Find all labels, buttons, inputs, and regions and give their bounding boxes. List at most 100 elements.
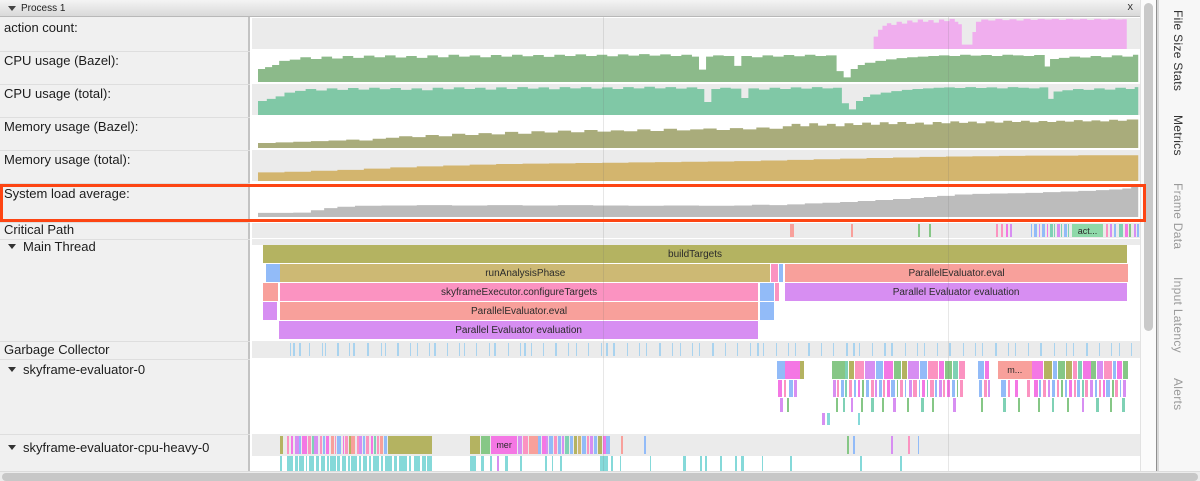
slice-bar[interactable] <box>597 436 602 454</box>
slice-bar[interactable] <box>446 343 449 356</box>
slice-bar[interactable] <box>878 380 882 397</box>
slice-bar[interactable] <box>1110 398 1112 412</box>
slice-bar[interactable] <box>549 436 554 454</box>
slice-bar[interactable] <box>562 436 565 454</box>
slice-bar[interactable] <box>762 343 764 356</box>
slice-bar[interactable] <box>362 456 368 471</box>
slice-bar[interactable] <box>1018 398 1021 412</box>
slice-bar[interactable] <box>789 456 792 471</box>
slice-bar[interactable] <box>475 343 478 356</box>
slice-bar[interactable] <box>1005 224 1008 237</box>
slice-bar[interactable] <box>920 361 928 379</box>
slice-bar[interactable] <box>1072 343 1075 356</box>
slice-bar[interactable] <box>359 436 363 454</box>
slice-bar[interactable] <box>299 436 302 454</box>
slice-bar[interactable] <box>779 264 783 282</box>
track-label-gc[interactable]: Garbage Collector <box>4 342 110 357</box>
slice-bar[interactable] <box>847 436 849 454</box>
slice-bar[interactable] <box>833 343 835 356</box>
slice-bar[interactable] <box>1000 224 1004 237</box>
slice-bar[interactable] <box>1098 343 1100 356</box>
slice-bar[interactable] <box>952 380 955 397</box>
slice-bar[interactable] <box>1089 380 1094 397</box>
slice-bar[interactable] <box>1133 224 1137 237</box>
slice-bar[interactable] <box>542 436 546 454</box>
slice-bar[interactable] <box>489 456 492 471</box>
evaluator0-row-2[interactable] <box>252 398 1140 412</box>
slice-bar[interactable] <box>330 456 336 471</box>
slice-bar[interactable] <box>837 380 840 397</box>
slice-bar[interactable] <box>1103 361 1112 379</box>
slice-bar[interactable] <box>559 456 563 471</box>
slice-bar[interactable] <box>845 380 848 397</box>
slice-bar[interactable] <box>377 436 379 454</box>
slice-bar[interactable] <box>1114 224 1117 237</box>
slice-bar[interactable] <box>1065 380 1067 397</box>
slice-bar[interactable] <box>380 456 384 471</box>
slice-bar[interactable] <box>855 361 864 379</box>
slice-bar[interactable] <box>497 456 499 471</box>
slice-bar[interactable] <box>785 361 800 379</box>
slice-bar[interactable] <box>953 361 959 379</box>
slice-bar[interactable] <box>613 343 615 356</box>
slice-bar[interactable] <box>783 380 787 397</box>
slice-bar[interactable] <box>367 343 369 356</box>
slice-bar[interactable] <box>1038 224 1041 237</box>
slice-bar[interactable] <box>1123 380 1126 397</box>
tab-alerts[interactable]: Alerts <box>1171 378 1185 411</box>
track-label-critical-path[interactable]: Critical Path <box>4 222 75 237</box>
slice-bar[interactable] <box>314 436 318 454</box>
slice-bar[interactable] <box>788 380 794 397</box>
slice-bar[interactable] <box>429 343 431 356</box>
slice-bar[interactable] <box>1122 398 1125 412</box>
slice-bar[interactable] <box>1085 380 1088 397</box>
slice-bar[interactable] <box>761 456 764 471</box>
slice-bar[interactable] <box>904 380 907 397</box>
slice-bar[interactable] <box>1065 361 1073 379</box>
slice-bar[interactable] <box>528 436 538 454</box>
slice-bar[interactable] <box>841 380 844 397</box>
evaluator0-row-3[interactable] <box>252 413 1140 425</box>
slice-bar[interactable] <box>1111 380 1114 397</box>
slice-bar[interactable] <box>295 436 299 454</box>
slice-bar[interactable] <box>494 343 496 356</box>
cpu-heavy-row-1[interactable] <box>252 456 1140 471</box>
slice-bar[interactable] <box>691 343 694 356</box>
slice-bar[interactable] <box>567 343 569 356</box>
slice-parallelevaluator-eval[interactable]: ParallelEvaluator.eval <box>280 302 759 320</box>
slice-bar[interactable] <box>372 456 379 471</box>
slice-bar[interactable] <box>1027 343 1030 356</box>
slice-bar[interactable] <box>326 456 329 471</box>
slice-bar[interactable] <box>883 380 886 397</box>
track-label-mem-bazel[interactable]: Memory usage (Bazel): <box>4 119 139 134</box>
slice-bar[interactable] <box>1067 224 1070 237</box>
slice-bar[interactable] <box>649 456 652 471</box>
slice-bar[interactable] <box>1060 224 1063 237</box>
slice-bar[interactable] <box>573 436 578 454</box>
counter-track-cpu-total[interactable] <box>252 84 1140 115</box>
slice-bar[interactable] <box>908 380 912 397</box>
slice-bar[interactable] <box>659 343 661 356</box>
slice-bar[interactable] <box>1060 380 1064 397</box>
slice-bar[interactable] <box>699 456 702 471</box>
slice-bar[interactable] <box>891 343 893 356</box>
slice-bar[interactable] <box>551 456 554 471</box>
slice-bar[interactable] <box>1065 343 1068 356</box>
slice-bar[interactable] <box>1072 361 1078 379</box>
slice-bar[interactable] <box>820 343 823 356</box>
slice-buildtargets[interactable]: buildTargets <box>263 245 1127 263</box>
slice-bar[interactable] <box>393 456 398 471</box>
slice-bar[interactable] <box>921 398 924 412</box>
slice-bar[interactable] <box>1057 224 1060 237</box>
slice-bar[interactable] <box>1052 361 1058 379</box>
slice-bar[interactable] <box>741 456 744 471</box>
slice-bar[interactable] <box>606 436 610 454</box>
slice-bar[interactable] <box>422 456 426 471</box>
slice-bar[interactable] <box>908 436 910 454</box>
slice-bar[interactable] <box>1096 361 1103 379</box>
slice-bar[interactable] <box>938 380 942 397</box>
slice-bar[interactable] <box>916 343 919 356</box>
slice-bar[interactable] <box>929 224 931 237</box>
slice-parallel-evaluator-evaluation[interactable]: Parallel Evaluator evaluation <box>785 283 1127 301</box>
slice-bar[interactable] <box>988 380 991 397</box>
